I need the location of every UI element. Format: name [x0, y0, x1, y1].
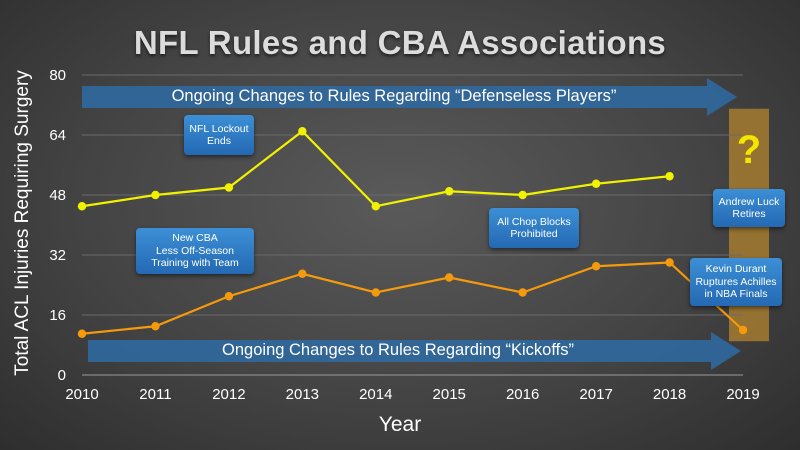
- x-tick-label: 2018: [653, 386, 686, 403]
- y-tick-label: 48: [49, 187, 66, 204]
- x-tick-label: 2012: [212, 386, 245, 403]
- data-point: [665, 172, 674, 181]
- data-point: [224, 183, 234, 192]
- x-axis-label: Year: [378, 413, 422, 436]
- data-point: [445, 273, 454, 282]
- banner-kickoffs-label: Ongoing Changes to Rules Regarding “Kick…: [222, 341, 574, 359]
- y-axis-label: Total ACL Injuries Requiring Surgery: [12, 70, 33, 376]
- callout-new-cba: New CBA Less Off-Season Training with Te…: [136, 228, 254, 274]
- y-tick-label: 64: [49, 127, 66, 144]
- data-point: [591, 262, 601, 271]
- callout-andrew-luck: Andrew Luck Retires: [713, 189, 785, 227]
- data-point: [665, 258, 674, 267]
- data-point: [151, 190, 160, 200]
- x-tick-label: 2011: [139, 386, 171, 403]
- banner-defenseless-label: Ongoing Changes to Rules Regarding “Defe…: [171, 87, 617, 105]
- x-tick-label: 2010: [65, 386, 98, 403]
- chart-title: NFL Rules and CBA Associations: [133, 24, 667, 61]
- data-point: [77, 202, 87, 211]
- data-point: [298, 127, 307, 136]
- data-point: [518, 190, 527, 200]
- data-point: [591, 179, 601, 188]
- data-point: [371, 288, 380, 297]
- data-point: [518, 288, 527, 297]
- data-point: [445, 187, 454, 196]
- series-line-2: [81, 261, 744, 335]
- x-tick-label: 2015: [433, 386, 466, 403]
- x-tick-label: 2014: [359, 386, 392, 403]
- x-tick-label: 2019: [726, 386, 759, 403]
- data-point: [77, 329, 87, 338]
- x-tick-label: 2016: [506, 386, 539, 403]
- callout-lockout: NFL Lockout Ends: [184, 115, 254, 155]
- data-point: [298, 269, 307, 278]
- y-tick-label: 32: [49, 247, 66, 264]
- x-tick-label: 2013: [286, 386, 319, 403]
- y-tick-label: 16: [49, 307, 66, 324]
- y-tick-label: 80: [49, 67, 66, 84]
- data-point: [371, 202, 380, 211]
- data-point: [224, 292, 234, 301]
- callout-kevin-durant: Kevin Durant Ruptures Achilles in NBA Fi…: [690, 258, 782, 306]
- y-tick-label: 0: [58, 367, 66, 384]
- data-point: [151, 322, 160, 331]
- banner-defenseless-arrow: [82, 78, 737, 116]
- x-tick-label: 2017: [579, 386, 612, 403]
- data-point: [738, 325, 748, 335]
- question-mark: ?: [736, 128, 762, 172]
- callout-chop-blocks: All Chop Blocks Prohibited: [489, 208, 579, 248]
- banner-kickoffs-arrow: [88, 332, 741, 370]
